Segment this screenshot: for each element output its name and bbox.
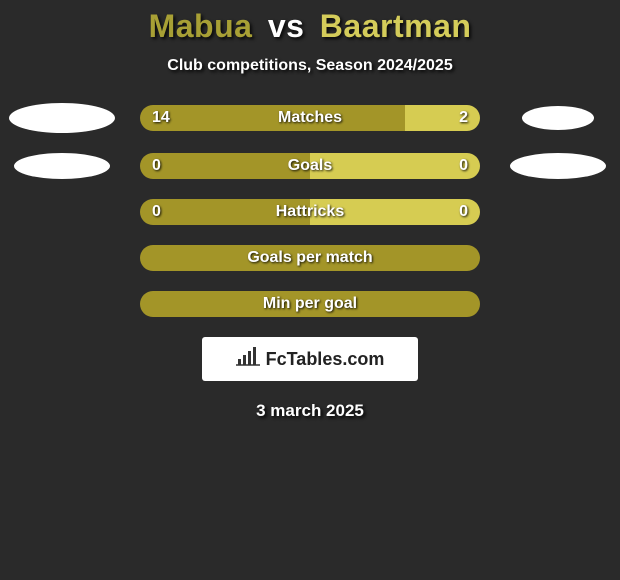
- value-right: 0: [459, 153, 468, 179]
- row-goals-per-match: Goals per match: [0, 245, 620, 271]
- chart-icon: [236, 347, 260, 372]
- row-min-per-goal: Min per goal: [0, 291, 620, 317]
- bar-goals-per-match: Goals per match: [140, 245, 480, 271]
- fctables-logo: FcTables.com: [202, 337, 418, 381]
- ellipse-left-goals: [2, 153, 122, 179]
- ellipse-shape: [9, 103, 115, 133]
- logo-text: FcTables.com: [266, 349, 385, 370]
- title-player1: Mabua: [149, 8, 253, 44]
- bar-label: Min per goal: [263, 295, 357, 313]
- value-right: 2: [459, 105, 468, 131]
- bar-label: Hattricks: [140, 199, 480, 225]
- bar-matches: 14 Matches 2: [140, 105, 480, 131]
- date-label: 3 march 2025: [0, 401, 620, 421]
- bar-hattricks: 0 Hattricks 0: [140, 199, 480, 225]
- ellipse-right-matches: [498, 106, 618, 130]
- row-goals: 0 Goals 0: [0, 153, 620, 179]
- bar-min-per-goal: Min per goal: [140, 291, 480, 317]
- title-vs: vs: [268, 8, 305, 44]
- bar-label: Goals per match: [247, 249, 372, 267]
- title-player2: Baartman: [320, 8, 472, 44]
- ellipse-shape: [14, 153, 110, 179]
- ellipse-left-matches: [2, 103, 122, 133]
- ellipse-shape: [522, 106, 594, 130]
- bar-label: Goals: [140, 153, 480, 179]
- bar-goals: 0 Goals 0: [140, 153, 480, 179]
- row-matches: 14 Matches 2: [0, 103, 620, 133]
- row-hattricks: 0 Hattricks 0: [0, 199, 620, 225]
- comparison-infographic: Mabua vs Baartman Club competitions, Sea…: [0, 0, 620, 421]
- ellipse-shape: [510, 153, 606, 179]
- ellipse-right-goals: [498, 153, 618, 179]
- value-right: 0: [459, 199, 468, 225]
- subtitle: Club competitions, Season 2024/2025: [0, 57, 620, 75]
- bar-label: Matches: [140, 105, 480, 131]
- comparison-rows: 14 Matches 2 0 Goals 0: [0, 103, 620, 317]
- page-title: Mabua vs Baartman: [0, 8, 620, 45]
